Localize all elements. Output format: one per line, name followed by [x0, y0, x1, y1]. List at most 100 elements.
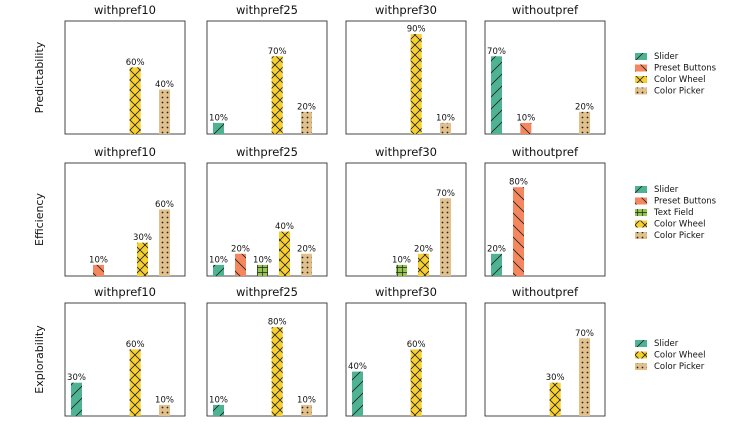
bar-color-wheel — [271, 327, 283, 416]
legend-swatch-hatch — [635, 351, 647, 359]
bar-text-field — [257, 264, 268, 276]
legend-swatch-hatch — [635, 340, 647, 347]
panel-title: withpref30 — [375, 145, 437, 159]
panel-frame — [64, 20, 186, 135]
bar-slider — [352, 371, 363, 416]
bar-hatch — [213, 404, 224, 416]
bar-slider — [213, 404, 224, 416]
bar-color-picker — [159, 404, 170, 416]
bar-value-label: 60% — [126, 58, 145, 68]
panel-frame — [64, 162, 186, 277]
bar-value-label: 10% — [436, 113, 455, 123]
panel-title: withpref30 — [375, 285, 437, 299]
bar-hatch — [579, 111, 590, 134]
bar-color-wheel — [129, 349, 141, 416]
bar-hatch — [513, 187, 524, 276]
bar-hatch — [271, 327, 283, 416]
bar-color-picker — [301, 111, 312, 134]
legend-label: Color Picker — [654, 231, 705, 241]
legend-item-slider: Slider — [635, 52, 679, 62]
bar-slider — [71, 382, 82, 416]
bar-value-label: 10% — [89, 255, 108, 265]
legend-item-color-wheel: Color Wheel — [635, 351, 706, 361]
legend-label: Slider — [654, 185, 679, 195]
bar-value-label: 20% — [575, 102, 594, 112]
panel-withpref10: withpref10 30% 60% 10% — [64, 285, 186, 417]
legend-label: Text Field — [653, 208, 694, 218]
bar-value-label: 10% — [209, 255, 228, 265]
bar-value-label: 30% — [546, 373, 565, 383]
legend-item-preset-buttons: Preset Buttons — [635, 64, 717, 74]
bar-hatch — [396, 264, 407, 276]
bar-preset-buttons — [513, 187, 524, 276]
bar-value-label: 40% — [348, 362, 367, 372]
panel-title: withpref10 — [94, 285, 156, 299]
bar-value-label: 20% — [297, 102, 316, 112]
panel-title: withpref10 — [94, 3, 156, 17]
bar-hatch — [549, 382, 561, 416]
bar-color-picker — [579, 338, 590, 416]
bar-color-picker — [301, 404, 312, 416]
bar-hatch — [301, 111, 312, 134]
panel-title: withpref25 — [236, 3, 298, 17]
bar-slider — [213, 264, 224, 276]
bar-value-label: 40% — [155, 80, 174, 90]
bar-value-label: 80% — [509, 178, 528, 188]
bar-value-label: 60% — [155, 200, 174, 210]
bar-hatch — [159, 404, 170, 416]
panel-withpref30: withpref30 40% 60% — [345, 285, 467, 417]
row-label: Efficiency — [33, 193, 46, 246]
bar-hatch — [491, 56, 502, 134]
legend-swatch-hatch — [635, 197, 647, 205]
panel-frame — [64, 302, 186, 417]
legend-label: Color Picker — [654, 87, 705, 97]
bar-color-wheel — [129, 67, 141, 134]
bar-value-label: 20% — [297, 244, 316, 254]
legend-item-color-picker: Color Picker — [635, 87, 705, 97]
legend-item-text-field: Text Field — [635, 208, 694, 218]
panel-frame — [484, 302, 606, 417]
legend-swatch-hatch — [635, 53, 647, 60]
bar-hatch — [271, 56, 283, 134]
bar-value-label: 70% — [268, 47, 287, 57]
bar-value-label: 70% — [436, 189, 455, 199]
bar-hatch — [235, 253, 246, 276]
panel-title: withoutpref — [512, 285, 579, 299]
bar-hatch — [159, 209, 170, 276]
bar-color-wheel — [410, 34, 422, 134]
bar-value-label: 10% — [155, 395, 174, 405]
bar-hatch — [129, 349, 141, 416]
bar-value-label: 40% — [275, 222, 294, 232]
bar-color-wheel — [549, 382, 561, 416]
panel-frame — [206, 302, 328, 417]
panel-frame — [345, 20, 467, 135]
bar-color-picker — [440, 122, 451, 134]
bar-hatch — [213, 264, 224, 276]
bar-color-wheel — [418, 253, 429, 276]
bar-value-label: 60% — [407, 340, 426, 350]
legend-item-slider: Slider — [635, 185, 679, 195]
panel-withpref30: withpref30 10%20% 70% — [345, 145, 467, 277]
legend-label: Slider — [654, 52, 679, 62]
bar-value-label: 10% — [516, 113, 535, 123]
panel-withoutpref: withoutpref 30% 70% — [484, 285, 606, 417]
bar-value-label: 30% — [133, 233, 152, 243]
legend-swatch-hatch — [635, 76, 647, 83]
bar-hatch — [410, 349, 422, 416]
bar-hatch — [137, 242, 148, 276]
bar-hatch — [440, 122, 451, 134]
panel-title: withpref10 — [94, 145, 156, 159]
bar-preset-buttons — [93, 264, 104, 276]
panel-frame — [484, 162, 606, 277]
legend-label: Slider — [654, 339, 679, 349]
bar-value-label: 70% — [575, 329, 594, 339]
bar-value-label: 60% — [126, 340, 145, 350]
panel-withpref25: withpref25 10% 80% 10% — [206, 285, 328, 417]
bar-hatch — [159, 89, 170, 134]
legend-label: Color Wheel — [654, 220, 706, 230]
bar-color-wheel — [410, 349, 422, 416]
legend-swatch-hatch — [635, 363, 647, 370]
